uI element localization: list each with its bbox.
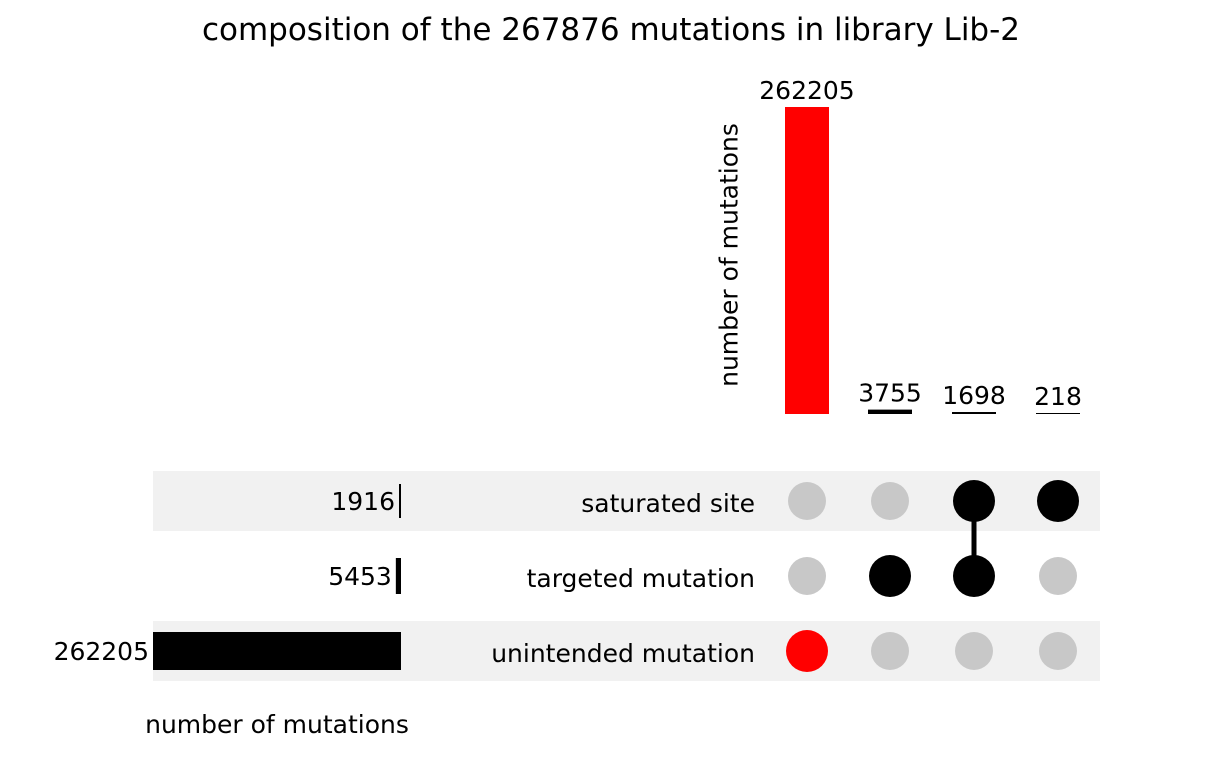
set-size-bar — [153, 632, 401, 670]
matrix-dot-inactive — [871, 632, 909, 670]
matrix-dot-inactive — [788, 557, 826, 595]
matrix-dot-active — [953, 480, 995, 522]
set-size-bar — [395, 558, 401, 594]
intersection-bar-label: 3755 — [858, 379, 922, 408]
intersection-bar-label: 218 — [1034, 382, 1082, 411]
intersection-bar-label: 262205 — [759, 76, 854, 105]
matrix-dot-inactive — [788, 482, 826, 520]
chart-title: composition of the 267876 mutations in l… — [201, 12, 1021, 48]
matrix-dot-active — [953, 555, 995, 597]
set-name-label: saturated site — [581, 489, 755, 518]
matrix-dot-active — [869, 555, 911, 597]
matrix-dot-active — [786, 630, 828, 672]
matrix-dot-inactive — [1039, 632, 1077, 670]
intersection-bar — [952, 412, 996, 414]
row-stripe — [153, 471, 1100, 531]
matrix-dot-inactive — [871, 482, 909, 520]
set-name-label: targeted mutation — [527, 564, 755, 593]
set-size-bar — [399, 484, 401, 518]
matrix-dot-inactive — [955, 632, 993, 670]
set-name-label: unintended mutation — [491, 639, 755, 668]
set-size-label: 1916 — [331, 487, 395, 516]
intersection-bar-label: 1698 — [942, 381, 1006, 410]
matrix-dot-inactive — [1039, 557, 1077, 595]
intersection-bar — [1036, 413, 1080, 414]
matrix-dot-active — [1037, 480, 1079, 522]
intersection-bar — [868, 409, 912, 414]
set-size-label: 5453 — [328, 562, 392, 591]
set-size-label: 262205 — [54, 637, 149, 666]
intersection-bar — [785, 107, 829, 414]
set-size-x-axis-label: number of mutations — [145, 710, 409, 739]
